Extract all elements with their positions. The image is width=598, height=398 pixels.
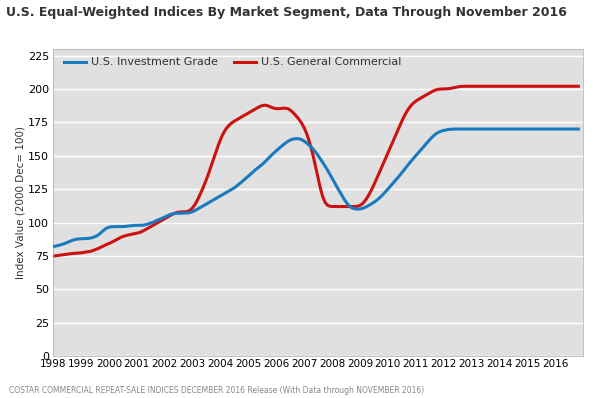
- Text: COSTAR COMMERCIAL REPEAT-SALE INDICES DECEMBER 2016 Release (With Data through N: COSTAR COMMERCIAL REPEAT-SALE INDICES DE…: [9, 386, 424, 395]
- Text: U.S. Equal-Weighted Indices By Market Segment, Data Through November 2016: U.S. Equal-Weighted Indices By Market Se…: [6, 6, 567, 19]
- U.S. Investment Grade: [459, 127, 466, 131]
- U.S. Investment Grade: [538, 127, 545, 131]
- U.S. General Commercial: [270, 106, 277, 111]
- U.S. General Commercial: [289, 109, 296, 114]
- U.S. General Commercial: [99, 244, 106, 249]
- U.S. General Commercial: [538, 84, 545, 89]
- U.S. General Commercial: [575, 84, 582, 89]
- U.S. General Commercial: [317, 186, 324, 191]
- Line: U.S. General Commercial: U.S. General Commercial: [53, 86, 578, 256]
- U.S. Investment Grade: [99, 229, 106, 234]
- Y-axis label: Index Value (2000 Dec= 100): Index Value (2000 Dec= 100): [15, 126, 25, 279]
- U.S. Investment Grade: [289, 137, 296, 142]
- Line: U.S. Investment Grade: U.S. Investment Grade: [53, 129, 578, 246]
- U.S. Investment Grade: [50, 244, 57, 249]
- U.S. General Commercial: [468, 84, 475, 89]
- U.S. Investment Grade: [317, 156, 324, 161]
- Legend: U.S. Investment Grade, U.S. General Commercial: U.S. Investment Grade, U.S. General Comm…: [64, 57, 401, 67]
- U.S. General Commercial: [459, 84, 466, 89]
- U.S. General Commercial: [50, 254, 57, 258]
- U.S. Investment Grade: [270, 150, 277, 155]
- U.S. Investment Grade: [575, 127, 582, 131]
- U.S. Investment Grade: [461, 127, 468, 131]
